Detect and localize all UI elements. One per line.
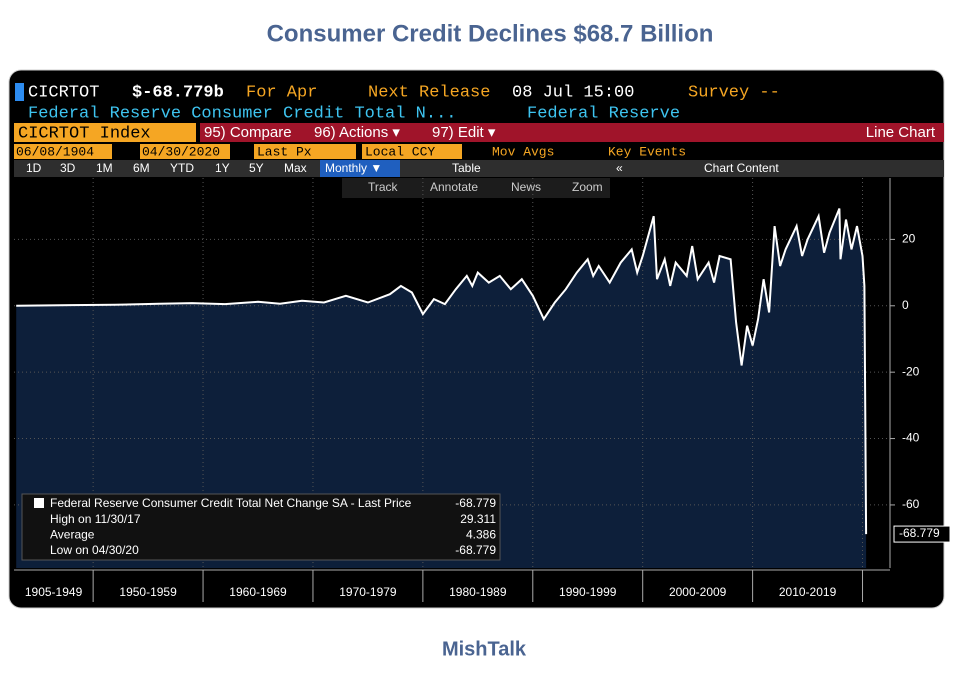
area [16, 208, 867, 568]
tool-button[interactable]: Track [368, 180, 399, 194]
range-button[interactable]: 5Y [249, 161, 264, 175]
stat-value: 29.311 [460, 512, 496, 526]
source: Federal Reserve [527, 104, 680, 123]
field[interactable]: Last Px [257, 144, 312, 159]
frequency[interactable]: Monthly ▼ [325, 161, 382, 175]
tool-button[interactable]: Annotate [430, 180, 478, 194]
end-date[interactable]: 04/30/2020 [142, 144, 220, 159]
legend-last: -68.779 [455, 496, 496, 510]
security-box[interactable] [14, 123, 196, 142]
range-button[interactable]: 1M [96, 161, 113, 175]
key-events[interactable]: Key Events [608, 144, 686, 159]
edit-button[interactable]: 97) Edit ▾ [432, 124, 496, 141]
legend-stats: High on 11/30/17 29.311 Average 4.386 Low on… [50, 512, 496, 557]
range-button[interactable]: 1Y [215, 161, 230, 175]
x-band-label: 1970-1979 [339, 585, 397, 599]
currency-box[interactable] [362, 144, 462, 159]
chart-content[interactable]: Chart Content [704, 161, 779, 175]
range-button[interactable]: 1D [26, 161, 42, 175]
next-release-label: Next Release [368, 83, 490, 102]
collapse-button[interactable]: « [616, 161, 623, 175]
ticker: CICRTOT [28, 83, 99, 102]
x-band-label: 1950-1959 [119, 585, 177, 599]
description: Federal Reserve Consumer Credit Total N.… [28, 104, 456, 123]
y-tick-label: -20 [902, 364, 920, 378]
x-band-label: 1960-1969 [229, 585, 287, 599]
y-tick-label: -60 [902, 497, 920, 511]
tool-button[interactable]: Zoom [572, 180, 603, 194]
tools: Track Annotate News Zoom [368, 180, 603, 194]
mov-avgs[interactable]: Mov Avgs [492, 144, 554, 159]
survey: Survey -- [688, 83, 780, 102]
range-button[interactable]: 6M [133, 161, 150, 175]
end-date-box[interactable] [140, 144, 230, 159]
x-band-label: 1905-1949 [25, 585, 83, 599]
x-band-label: 2010-2019 [779, 585, 837, 599]
frequency-box[interactable] [320, 160, 400, 177]
x-band-label: 1990-1999 [559, 585, 617, 599]
y-tick-label: 20 [902, 232, 916, 246]
range-button[interactable]: 3D [60, 161, 76, 175]
y-tick-label: 0 [902, 298, 909, 312]
range-buttons: 1D 3D 1M 6M YTD 1Y 5Y Max [26, 161, 307, 175]
range-button[interactable]: YTD [170, 161, 194, 175]
field-box[interactable] [254, 144, 356, 159]
x-band-label: 1980-1989 [449, 585, 507, 599]
start-date[interactable]: 06/08/1904 [16, 144, 94, 159]
security[interactable]: CICRTOT Index [18, 124, 151, 143]
legend-name: Federal Reserve Consumer Credit Total Ne… [50, 496, 412, 510]
range-bar [14, 160, 944, 177]
x-band-label: 2000-2009 [669, 585, 727, 599]
line [16, 208, 868, 535]
footer: MishTalk [442, 638, 527, 660]
stat-label: High on 11/30/17 [50, 512, 141, 526]
actions-button[interactable]: 96) Actions ▾ [314, 124, 400, 141]
next-release: 08 Jul 15:00 [512, 83, 634, 102]
chart-kind[interactable]: Line Chart [866, 124, 936, 141]
legend-swatch [34, 498, 44, 508]
last: $-68.779b [132, 83, 224, 102]
menu-bar [200, 123, 944, 142]
period: For Apr [246, 83, 317, 102]
legend-box [21, 493, 501, 561]
tool-button[interactable]: News [511, 180, 541, 194]
stat-value: 4.386 [466, 528, 496, 542]
y-tick-label: -40 [902, 431, 920, 445]
stat-label: Low on 04/30/20 [50, 543, 139, 557]
range-button[interactable]: Max [284, 161, 307, 175]
tool-bar [342, 178, 610, 198]
last-value-tag [893, 525, 951, 543]
cursor [15, 83, 24, 101]
start-date-box[interactable] [14, 144, 112, 159]
compare-button[interactable]: 95) Compare [204, 124, 292, 141]
table-button[interactable]: Table [452, 161, 481, 175]
title: Consumer Credit Declines $68.7 Billion [267, 20, 714, 47]
stat-label: Average [50, 528, 95, 542]
stat-value: -68.779 [455, 543, 496, 557]
last-value-label: -68.779 [899, 526, 940, 540]
currency[interactable]: Local CCY [365, 144, 435, 159]
